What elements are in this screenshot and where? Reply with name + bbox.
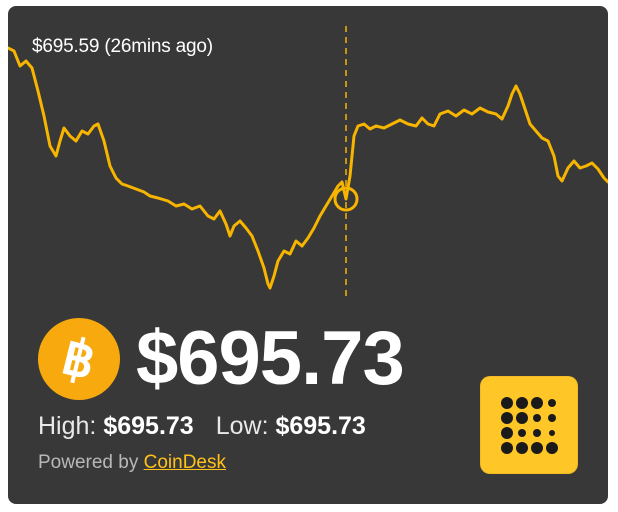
logo-dot bbox=[533, 429, 541, 437]
bitcoin-icon: ฿ bbox=[38, 318, 120, 400]
logo-dot bbox=[548, 414, 556, 422]
coindesk-link[interactable]: CoinDesk bbox=[143, 452, 226, 473]
attribution: Powered by CoinDesk bbox=[38, 452, 226, 474]
logo-dot bbox=[516, 442, 528, 454]
coindesk-logo-dots bbox=[501, 397, 558, 454]
logo-dot bbox=[531, 442, 543, 454]
price-chart[interactable] bbox=[8, 6, 608, 316]
logo-dot bbox=[546, 442, 558, 454]
logo-dot bbox=[516, 397, 528, 409]
current-price: $695.73 bbox=[136, 316, 405, 401]
logo-dot bbox=[533, 414, 541, 422]
low-label: Low: bbox=[215, 412, 269, 440]
logo-dot bbox=[531, 397, 543, 409]
powered-by-text: Powered by bbox=[38, 452, 139, 473]
logo-dot bbox=[501, 442, 513, 454]
bitcoin-symbol: ฿ bbox=[56, 327, 102, 391]
bitcoin-price-widget: $695.59 (26mins ago) ฿ $695.73 High: $69… bbox=[8, 6, 608, 504]
logo-dot bbox=[501, 397, 513, 409]
price-stats: High: $695.73 Low: $695.73 bbox=[38, 410, 366, 442]
hover-price-label: $695.59 (26mins ago) bbox=[32, 36, 213, 57]
high-label: High: bbox=[38, 412, 97, 440]
low-value: $695.73 bbox=[275, 412, 366, 440]
hover-marker bbox=[333, 186, 359, 212]
logo-dot bbox=[501, 412, 513, 424]
logo-dot bbox=[516, 412, 528, 424]
logo-dot bbox=[518, 429, 526, 437]
logo-dot bbox=[548, 399, 556, 407]
logo-dot bbox=[549, 430, 555, 436]
price-line bbox=[8, 46, 608, 290]
logo-dot bbox=[501, 427, 513, 439]
coindesk-logo-icon[interactable] bbox=[480, 376, 578, 474]
high-value: $695.73 bbox=[103, 412, 194, 440]
